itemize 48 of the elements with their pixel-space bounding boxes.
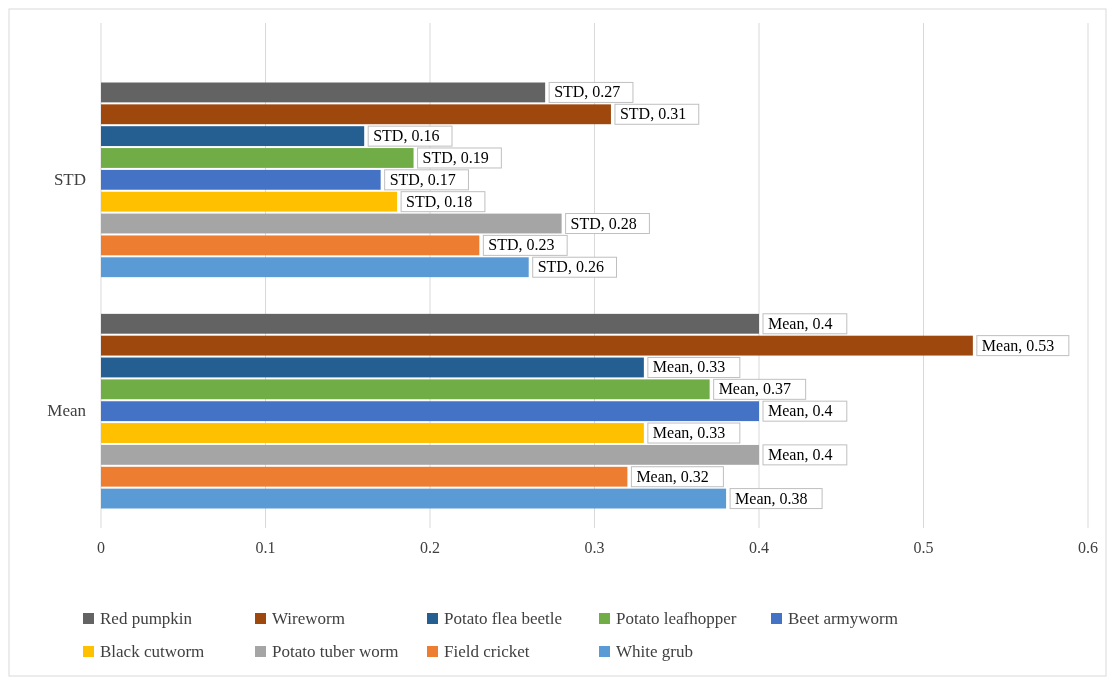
legend-label: Wireworm: [272, 609, 345, 628]
bar: [101, 444, 759, 465]
data-label: STD, 0.28: [570, 214, 637, 232]
data-label: STD, 0.17: [389, 170, 456, 188]
data-label: STD, 0.19: [422, 148, 489, 166]
bar: [101, 401, 759, 422]
data-label: Mean, 0.38: [735, 489, 808, 507]
legend-label: Potato leafhopper: [616, 609, 737, 628]
bar: [101, 213, 562, 234]
legend-label: Beet armyworm: [788, 609, 898, 628]
data-label: STD, 0.18: [406, 192, 473, 210]
x-tick-label: 0: [97, 539, 105, 556]
legend-label: Red pumpkin: [100, 609, 193, 628]
legend-label: Potato tuber worm: [272, 642, 399, 661]
data-label: STD, 0.23: [488, 236, 555, 254]
legend-label: Potato flea beetle: [444, 609, 563, 628]
data-label: Mean, 0.4: [768, 402, 833, 420]
x-tick-label: 0.1: [255, 539, 276, 556]
bar: [101, 423, 644, 443]
bar: [101, 104, 611, 125]
bar: [101, 313, 759, 334]
data-label: Mean, 0.33: [652, 424, 726, 442]
data-label: Mean, 0.53: [981, 336, 1055, 354]
y-tick-label: Mean: [47, 401, 87, 421]
data-label: Mean, 0.37: [718, 380, 792, 398]
data-label: Mean, 0.4: [768, 314, 833, 332]
y-tick-label: STD: [53, 169, 86, 189]
data-label: STD, 0.27: [554, 83, 621, 101]
x-tick-label: 0.3: [584, 539, 605, 556]
x-tick-label: 0.6: [1078, 539, 1098, 556]
legend-label: Black cutworm: [100, 642, 205, 661]
bar: [101, 379, 710, 400]
data-label: STD, 0.26: [537, 258, 604, 276]
legend-label: White grub: [616, 642, 693, 661]
x-tick-label: 0.2: [420, 539, 440, 556]
bar: [101, 335, 973, 356]
x-tick-label: 0.4: [749, 539, 769, 556]
bar: [101, 148, 414, 168]
bar: [101, 257, 529, 278]
data-label: STD, 0.31: [619, 105, 687, 123]
data-label: Mean, 0.4: [768, 445, 833, 463]
x-tick-label: 0.5: [913, 539, 934, 556]
legend-label: Field cricket: [444, 642, 530, 661]
bar: [101, 357, 644, 378]
data-label: STD, 0.16: [373, 127, 440, 145]
data-label: Mean, 0.33: [652, 358, 726, 376]
bar: [101, 169, 381, 190]
data-label: Mean, 0.32: [636, 467, 709, 485]
